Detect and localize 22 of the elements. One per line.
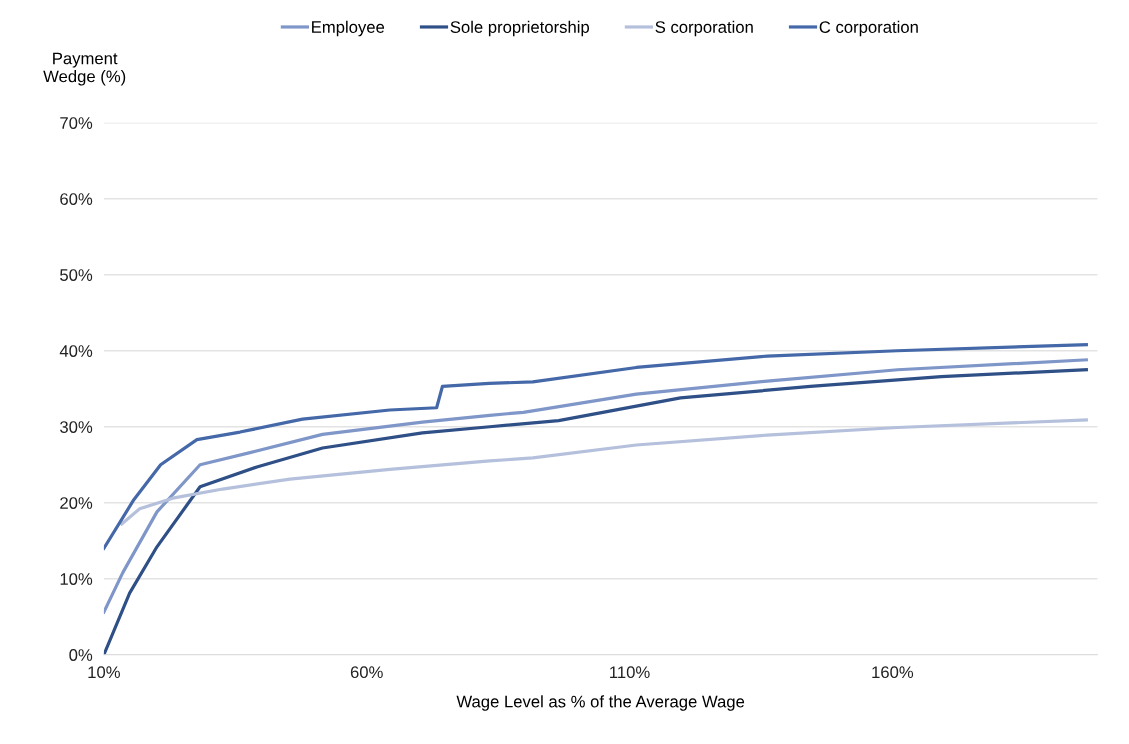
- legend-label: S corporation: [655, 20, 753, 37]
- y-axis-title: Payment Wedge (%): [43, 52, 126, 86]
- y-tick-label: 20%: [60, 497, 93, 509]
- legend-label: Sole proprietorship: [450, 20, 590, 37]
- x-tick-label: 60%: [350, 666, 383, 679]
- x-tick-label: 10%: [88, 666, 120, 679]
- y-tick-label: 10%: [60, 573, 93, 585]
- y-tick-label: 60%: [60, 193, 93, 205]
- line-series: [103, 343, 1088, 550]
- line-series: [103, 368, 1088, 655]
- y-tick-label: 30%: [60, 421, 93, 433]
- x-axis-title: Wage Level as % of the Average Wage: [456, 695, 745, 711]
- y-tick-label: 40%: [59, 345, 93, 357]
- y-tick-label: 0%: [69, 649, 93, 661]
- legend-label: C corporation: [819, 20, 918, 37]
- legend-label: Employee: [312, 20, 385, 37]
- y-tick-label: 50%: [60, 269, 93, 281]
- x-tick-label: 160%: [872, 666, 914, 679]
- line-series: [103, 358, 1088, 614]
- y-tick-label: 70%: [60, 117, 93, 129]
- x-tick-label: 110%: [610, 666, 650, 679]
- line-series: [120, 418, 1088, 526]
